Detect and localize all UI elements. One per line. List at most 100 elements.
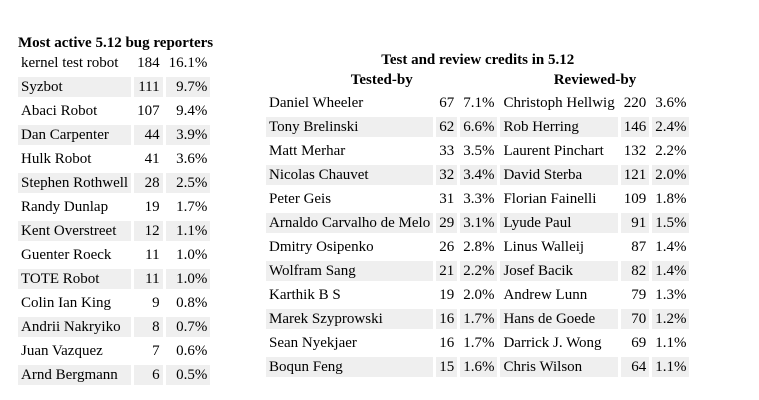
table-row: Guenter Roeck 11 1.0% [18,245,210,265]
reviewer-pct: 1.5% [652,213,690,233]
reviewer-pct: 1.4% [655,239,687,255]
reviewer-name: Christoph Hellwig [503,95,615,111]
tester-count: 29 [436,213,458,233]
reviewer-pct: 3.6% [655,95,687,111]
tester-pct: 1.7% [460,309,498,329]
table-row: Tony Brelinski 62 6.6% Rob Herring 146 2.4% [266,117,690,137]
reviewed-by-header: Reviewed-by [553,72,637,88]
tester-name: Tony Brelinski [266,117,434,137]
reporter-count: 12 [134,221,163,241]
tested-by-header: Tested-by [350,72,413,88]
tester-count: 62 [436,117,458,137]
table-row: Peter Geis 31 3.3% Florian Fainelli 109 1.8% [266,189,689,209]
reporter-name: Hulk Robot [21,151,92,167]
tester-pct: 2.8% [463,239,495,255]
credits-title: Test and review credits in 5.12 [381,52,575,68]
reviewer-name: Darrick J. Wong [503,335,602,351]
bug-reporters-body: kernel test robot 184 16.1% Syzbot 111 9.7% Ab… [18,53,211,385]
reporter-name: Arnd Bergmann [18,365,132,385]
tester-pct: 3.5% [463,143,495,159]
reviewer-count: 69 [631,335,647,351]
reviewer-pct: 1.2% [652,309,690,329]
reviewer-name: Josef Bacik [500,261,618,281]
reporter-name: Kent Overstreet [18,221,132,241]
reporter-name: Guenter Roeck [21,247,112,263]
reporter-pct: 0.8% [176,295,208,311]
tester-name: Peter Geis [269,191,332,207]
reviewer-name: David Sterba [500,165,618,185]
reporter-count: 9 [152,295,160,311]
bug-reporters-title: Most active 5.12 bug reporters [18,35,214,51]
table-row: Daniel Wheeler 67 7.1% Christoph Hellwig 220… [266,93,689,113]
table-row: Boqun Feng 15 1.6% Chris Wilson 64 1.1% [266,357,690,377]
reviewer-name: Andrew Lunn [503,287,588,303]
reviewer-count: 70 [620,309,650,329]
tester-pct: 1.7% [463,335,495,351]
tester-count: 67 [439,95,455,111]
table-row: Matt Merhar 33 3.5% Laurent Pinchart 132 2.2% [266,141,689,161]
table-row: Dan Carpenter 44 3.9% [18,125,211,145]
tester-count: 19 [439,287,455,303]
tester-name: Matt Merhar [269,143,346,159]
reporter-count: 111 [134,77,163,97]
reviewer-count: 87 [631,239,647,255]
reporter-name: Colin Ian King [21,295,111,311]
reporter-name: Stephen Rothwell [18,173,132,193]
table-row: Sean Nyekjaer 16 1.7% Darrick J. Wong 69 1.1% [266,333,689,353]
reporter-name: Abaci Robot [21,103,98,119]
tester-count: 33 [439,143,455,159]
reporter-pct: 16.1% [168,55,208,71]
reviewer-pct: 2.4% [652,117,690,137]
table-row: Randy Dunlap 19 1.7% [18,197,210,217]
reporter-count: 11 [134,269,163,289]
reviewer-count: 132 [623,143,647,159]
bug-reporters-panel: Most active 5.12 bug reporters kernel te… [15,33,213,389]
reporter-pct: 0.5% [165,365,211,385]
credits-panel: Test and review credits in 5.12 Tested-b… [263,51,692,381]
tester-pct: 7.1% [463,95,495,111]
reviewer-pct: 2.2% [655,143,687,159]
reporter-pct: 3.9% [165,125,211,145]
reporter-count: 107 [137,103,160,119]
table-row: Dmitry Osipenko 26 2.8% Linus Walleij 87 1.4% [266,237,689,257]
credits-body: Daniel Wheeler 67 7.1% Christoph Hellwig 220… [266,93,690,377]
tester-count: 16 [439,335,455,351]
tester-pct: 1.6% [460,357,498,377]
table-row: TOTE Robot 11 1.0% [18,269,211,289]
reviewer-count: 146 [620,117,650,137]
reporter-pct: 0.7% [165,317,211,337]
tester-pct: 3.1% [460,213,498,233]
table-row: Karthik B S 19 2.0% Andrew Lunn 79 1.3% [266,285,689,305]
reviewer-count: 121 [620,165,650,185]
table-row: Syzbot 111 9.7% [18,77,211,97]
tester-count: 26 [439,239,455,255]
reporter-count: 6 [134,365,163,385]
reviewer-name: Hans de Goede [500,309,618,329]
tester-pct: 2.2% [460,261,498,281]
reviewer-pct: 1.1% [655,335,687,351]
tester-name: Wolfram Sang [266,261,434,281]
reporter-name: TOTE Robot [18,269,132,289]
reporter-pct: 1.0% [176,247,208,263]
reviewer-name: Lyude Paul [500,213,618,233]
tester-pct: 3.4% [460,165,498,185]
reporter-pct: 9.4% [176,103,208,119]
table-row: Arnd Bergmann 6 0.5% [18,365,211,385]
table-row: Andrii Nakryiko 8 0.7% [18,317,211,337]
reporter-count: 11 [145,247,160,263]
reviewer-pct: 2.0% [652,165,690,185]
bug-reporters-table: kernel test robot 184 16.1% Syzbot 111 9.7% Ab… [15,49,213,389]
reviewer-count: 220 [623,95,647,111]
table-row: Kent Overstreet 12 1.1% [18,221,211,241]
tester-count: 21 [436,261,458,281]
tester-pct: 6.6% [460,117,498,137]
reporter-count: 28 [134,173,163,193]
tester-name: Sean Nyekjaer [269,335,357,351]
reviewer-pct: 1.1% [652,357,690,377]
reviewer-name: Florian Fainelli [503,191,597,207]
reporter-pct: 9.7% [165,77,211,97]
table-row: Stephen Rothwell 28 2.5% [18,173,211,193]
reporter-count: 41 [144,151,160,167]
table-row: Nicolas Chauvet 32 3.4% David Sterba 121 2.0% [266,165,690,185]
reviewer-count: 64 [620,357,650,377]
